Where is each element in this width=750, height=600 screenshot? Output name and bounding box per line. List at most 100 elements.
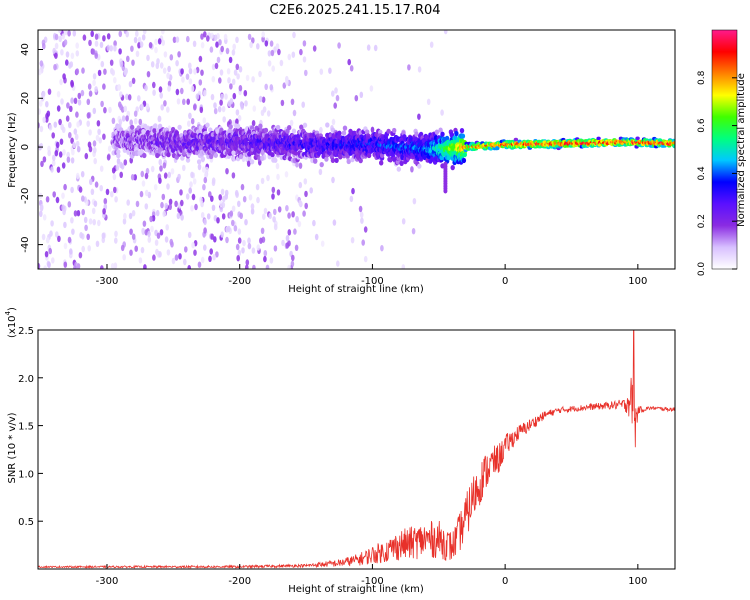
heatmap-cell: [219, 69, 224, 76]
heatmap-cell: [370, 126, 375, 133]
heatmap-cell: [366, 152, 372, 159]
heatmap-cell: [298, 199, 303, 207]
heatmap-cell: [443, 161, 448, 167]
heatmap-cell: [237, 249, 242, 256]
heatmap-cell: [101, 232, 106, 239]
heatmap-cell: [115, 164, 120, 171]
heatmap-cell: [143, 264, 147, 269]
heatmap-cell: [198, 79, 203, 86]
heatmap-cell: [56, 91, 61, 98]
heatmap-cell: [199, 196, 203, 203]
heatmap-cell: [242, 196, 247, 203]
heatmap-cell: [86, 98, 91, 106]
heatmap-cell: [52, 191, 56, 198]
spectrogram-frame: [37, 29, 676, 270]
heatmap-cell: [258, 95, 263, 103]
heatmap-cell: [67, 201, 72, 208]
snr-x-axis: -300 -200 -100 0 100: [96, 564, 647, 587]
heatmap-cell: [58, 35, 62, 43]
heatmap-cell: [336, 260, 340, 267]
heatmap-cell: [215, 251, 219, 258]
heatmap-cell: [88, 218, 93, 225]
heatmap-cell: [360, 217, 364, 224]
heatmap-cell: [407, 64, 411, 71]
heatmap-cell: [140, 103, 144, 111]
heatmap-cell: [63, 242, 68, 250]
heatmap-cell: [144, 172, 149, 180]
heatmap-cell: [152, 128, 157, 134]
heatmap-cell: [168, 203, 172, 210]
heatmap-cell: [205, 122, 210, 128]
heatmap-cell: [220, 231, 224, 238]
heatmap-cell: [179, 189, 183, 196]
heatmap-cell: [58, 118, 62, 126]
heatmap-cell: [672, 144, 675, 149]
heatmap-cell: [129, 228, 133, 235]
heatmap-cell: [196, 159, 202, 165]
heatmap-cell: [217, 106, 222, 113]
heatmap-cell: [635, 136, 640, 141]
heatmap-cell: [157, 123, 163, 129]
heatmap-cell: [266, 174, 270, 182]
heatmap-cell: [46, 110, 51, 117]
heatmap-cell: [155, 209, 160, 217]
heatmap-cell: [429, 41, 434, 48]
heatmap-cell: [84, 152, 89, 160]
heatmap-cell: [81, 67, 85, 74]
heatmap-cell: [76, 210, 81, 217]
colorbar-ticks: 0.0 0.2 0.4 0.6 0.8: [697, 70, 737, 276]
heatmap-cell: [127, 94, 132, 101]
heatmap-cell: [70, 157, 75, 164]
heatmap-cell: [190, 118, 195, 125]
heatmap-cell: [294, 244, 299, 251]
heatmap-cell: [103, 107, 107, 114]
heatmap-cell: [61, 192, 65, 199]
heatmap-cell: [54, 33, 59, 41]
heatmap-cell: [247, 33, 252, 41]
heatmap-cell: [218, 39, 222, 46]
heatmap-cell: [84, 224, 88, 231]
heatmap-cell: [145, 125, 151, 131]
x-tick-label: -100: [361, 576, 384, 587]
heatmap-cell: [268, 212, 273, 219]
heatmap-cell: [130, 174, 135, 181]
heatmap-cell: [216, 56, 221, 64]
x-tick-label: -300: [96, 276, 119, 287]
heatmap-cell: [57, 235, 61, 242]
heatmap-cell: [185, 157, 191, 163]
heatmap-cell: [241, 247, 245, 254]
heatmap-cell: [164, 202, 168, 210]
heatmap-cell: [203, 31, 207, 38]
heatmap-cell: [192, 178, 197, 185]
heatmap-cell: [134, 245, 138, 252]
heatmap-cell: [73, 265, 77, 269]
heatmap-cell: [95, 240, 100, 247]
heatmap-cell: [50, 220, 54, 227]
heatmap-cell: [269, 40, 274, 47]
heatmap-cell: [38, 262, 41, 269]
heatmap-cell: [277, 48, 281, 56]
heatmap-cell: [220, 93, 224, 101]
heatmap-cell: [177, 51, 181, 58]
heatmap-cell: [277, 206, 282, 213]
heatmap-cell: [125, 31, 129, 38]
heatmap-cell: [244, 219, 248, 226]
y-tick-label: 2.0: [18, 374, 34, 385]
colorbar-label: Normalized spectral amplitude: [736, 73, 747, 227]
heatmap-cell: [256, 244, 261, 251]
heatmap-cell: [248, 194, 253, 201]
heatmap-cell: [313, 158, 318, 164]
heatmap-cell: [99, 185, 103, 192]
snr-multiplier-base: (x10: [7, 315, 18, 338]
heatmap-cell: [245, 155, 249, 163]
heatmap-cell: [56, 166, 61, 173]
heatmap-cell: [155, 62, 160, 69]
heatmap-cell: [231, 49, 236, 56]
heatmap-cell: [138, 257, 143, 264]
heatmap-cell: [320, 240, 325, 247]
heatmap-cell: [142, 152, 147, 159]
heatmap-cell: [69, 61, 74, 68]
heatmap-cell: [174, 254, 179, 261]
figure-title: C2E6.2025.241.15.17.R04: [269, 3, 440, 18]
heatmap-cell: [250, 203, 255, 210]
